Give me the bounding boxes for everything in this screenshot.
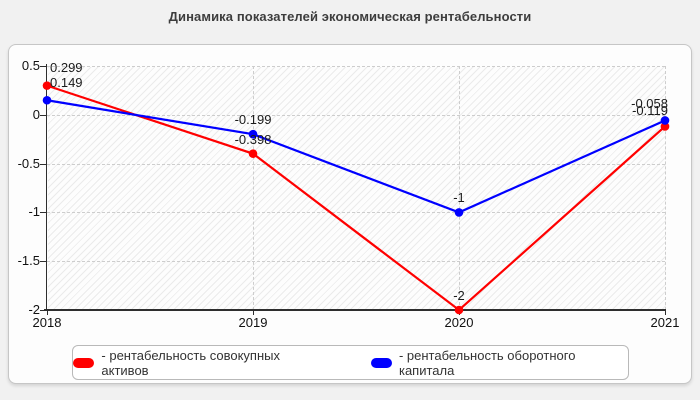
data-point-label: 0.299 xyxy=(50,59,83,75)
data-point-label: 0.149 xyxy=(50,74,83,90)
y-tick-label: -0.5 xyxy=(17,155,40,171)
y-tick-label: -1.5 xyxy=(17,253,40,269)
plot-area xyxy=(48,67,666,311)
y-axis-tick xyxy=(40,310,47,311)
legend-swatch-blue xyxy=(370,357,392,368)
x-axis-tick xyxy=(665,311,666,315)
legend-swatch-red xyxy=(73,357,95,368)
gridline-horizontal xyxy=(47,163,665,165)
chart-legend: - рентабельность совокупных активов - ре… xyxy=(72,345,629,380)
gridline-horizontal xyxy=(47,261,665,263)
x-tick-label: 2020 xyxy=(444,315,474,330)
y-axis-tick xyxy=(40,66,47,67)
y-tick-label: -1 xyxy=(28,204,40,220)
data-point-label: -0.199 xyxy=(234,112,272,128)
gridline-vertical xyxy=(459,66,460,310)
gridline-horizontal xyxy=(47,212,665,214)
gridline-horizontal xyxy=(47,66,665,67)
x-tick-label: 2021 xyxy=(650,315,680,330)
data-point-label: -2 xyxy=(453,288,465,303)
gridline-horizontal xyxy=(47,114,665,116)
x-axis-line xyxy=(44,309,666,311)
gridline-vertical xyxy=(253,66,254,310)
y-axis-tick xyxy=(40,212,47,214)
y-tick-label: 0.5 xyxy=(21,58,40,73)
y-tick-label: 0 xyxy=(32,106,40,122)
x-axis-tick xyxy=(47,311,48,315)
legend-item-working-capital: - рентабельность оборотного капитала xyxy=(370,347,628,378)
data-point-label: -0.058 xyxy=(631,96,668,112)
y-axis-tick xyxy=(40,261,47,263)
data-point-label: -1 xyxy=(453,190,465,206)
data-point-label: -0.398 xyxy=(234,131,272,147)
data-point-label: -0.119 xyxy=(632,103,668,119)
x-axis-tick xyxy=(253,311,254,315)
legend-label: - рентабельность совокупных активов xyxy=(101,347,280,378)
chart-title: Динамика показателей экономическая рента… xyxy=(168,9,532,24)
x-tick-label: 2019 xyxy=(238,315,268,330)
y-axis-line xyxy=(46,64,47,310)
y-axis-tick xyxy=(40,163,47,165)
chart-panel xyxy=(8,44,692,384)
legend-item-total-assets: - рентабельность совокупных активов xyxy=(73,348,325,378)
legend-label: - рентабельность оборотного капитала xyxy=(398,347,576,378)
y-tick-label: -2 xyxy=(28,302,40,317)
y-axis-tick xyxy=(40,114,47,116)
x-tick-label: 2018 xyxy=(32,315,62,330)
